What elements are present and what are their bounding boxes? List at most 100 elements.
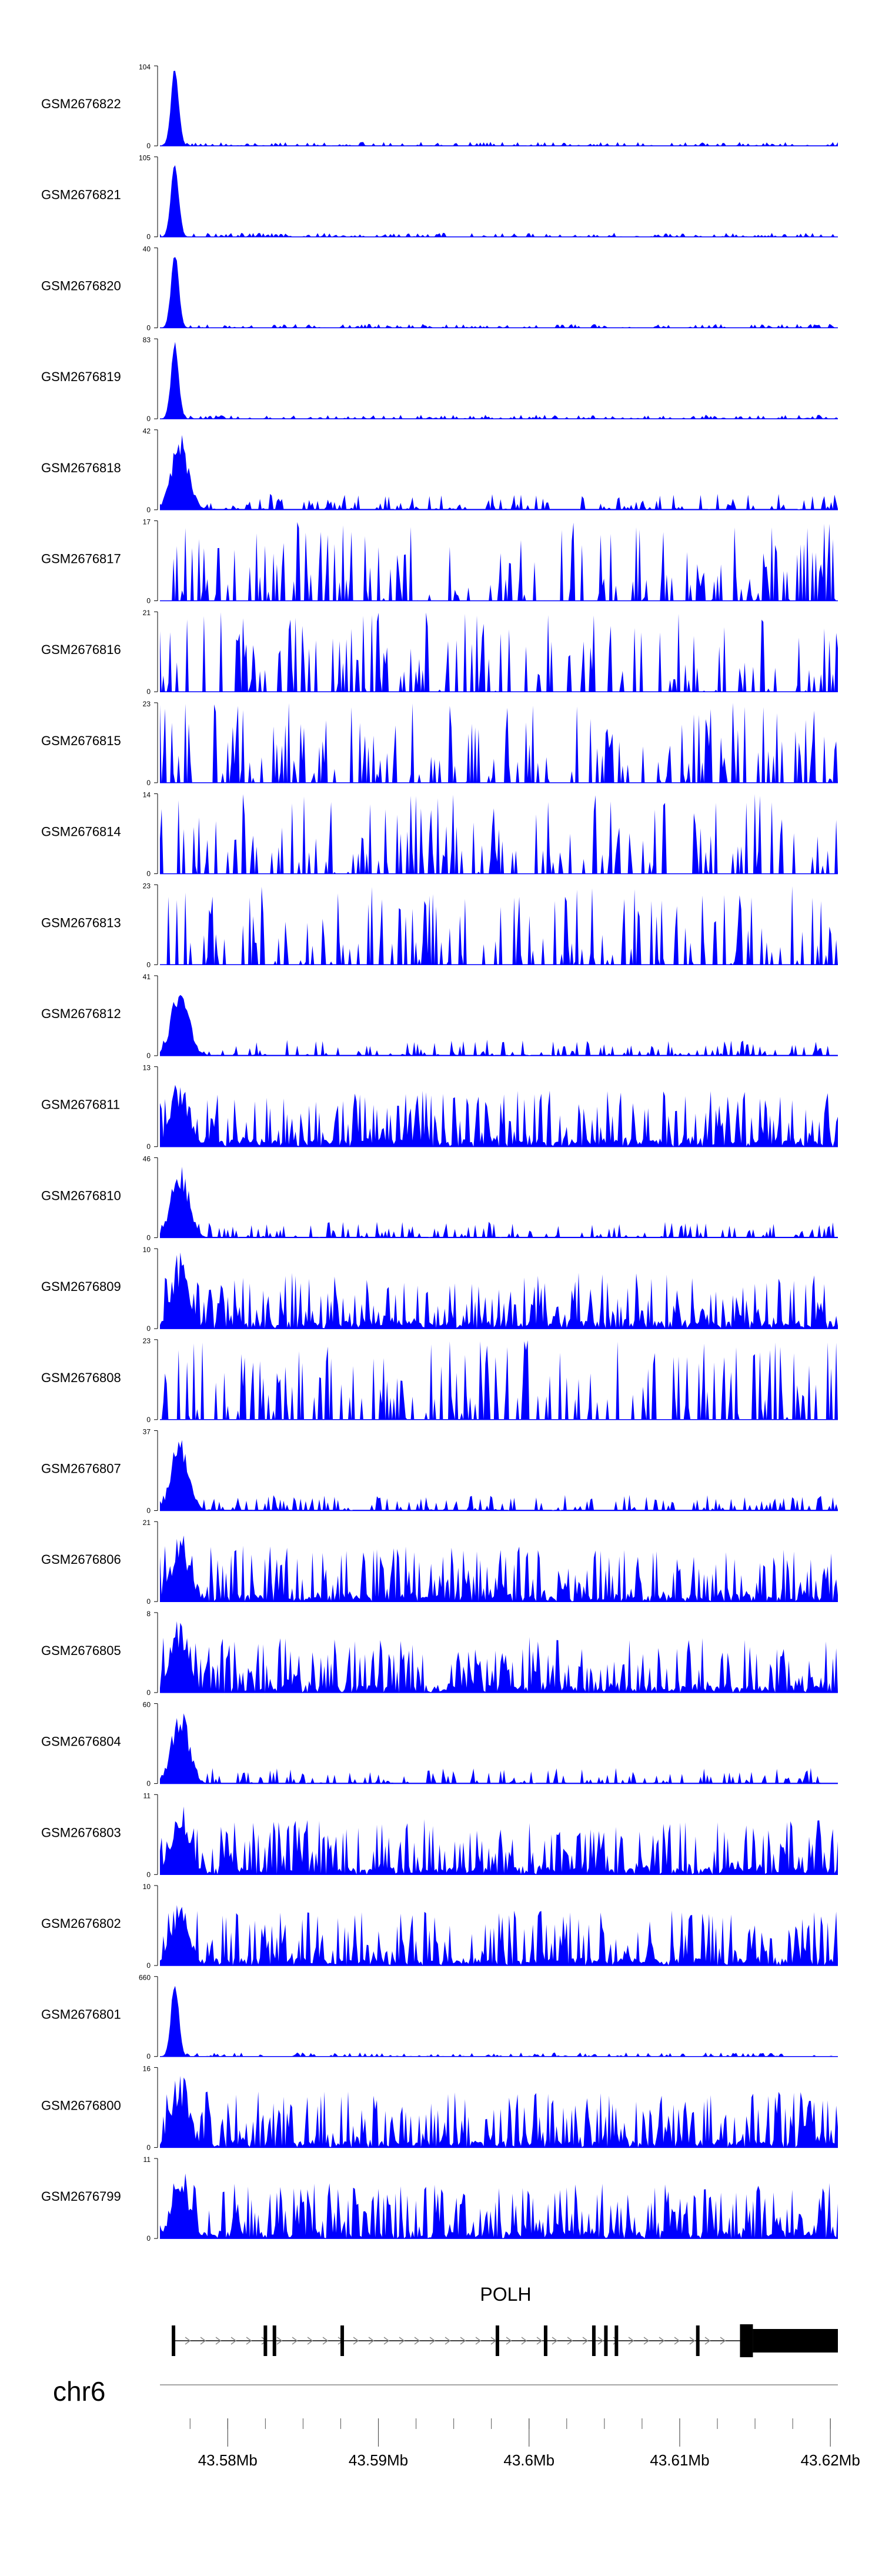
y-min-label: 0 [146, 1233, 151, 1242]
strand-arrow [276, 2337, 283, 2345]
track-label: GSM2676800 [41, 2098, 121, 2113]
track-GSM2676801: GSM2676801 660 0 [41, 1974, 838, 2061]
track-label: GSM2676821 [41, 188, 121, 202]
track-label: GSM2676799 [41, 2189, 121, 2204]
track-label: GSM2676805 [41, 1643, 121, 1658]
y-max-label: 23 [143, 700, 151, 708]
strand-arrow [445, 2337, 451, 2345]
strand-arrow [521, 2337, 527, 2345]
exon [172, 2325, 176, 2356]
track-GSM2676799: GSM2676799 11 0 [41, 2155, 838, 2243]
tick-label: 43.59Mb [349, 2451, 408, 2469]
track-GSM2676816: GSM2676816 21 0 [41, 609, 838, 696]
y-max-label: 11 [143, 1791, 151, 1800]
strand-arrow [536, 2337, 543, 2345]
exon [263, 2325, 268, 2356]
strand-arrow [704, 2337, 711, 2345]
gene-name-label: POLH [480, 2284, 531, 2305]
strand-arrow [200, 2337, 206, 2345]
track-label: GSM2676813 [41, 915, 121, 930]
signal-area [160, 1713, 838, 1784]
signal-area [160, 1535, 838, 1602]
track-label: GSM2676810 [41, 1188, 121, 1203]
strand-arrow [506, 2337, 512, 2345]
strand-arrow [429, 2337, 436, 2345]
y-min-label: 0 [146, 1870, 151, 1878]
track-GSM2676812: GSM2676812 41 0 [41, 973, 838, 1060]
y-max-label: 10 [143, 1883, 151, 1891]
signal-area [160, 1905, 838, 1966]
strand-arrow [292, 2337, 298, 2345]
y-min-label: 0 [146, 2053, 151, 2061]
strand-arrow [353, 2337, 359, 2345]
strand-arrow [597, 2337, 604, 2345]
signal-area [160, 2076, 838, 2148]
exon [696, 2325, 700, 2356]
strand-arrow [230, 2337, 237, 2345]
strand-arrow [720, 2337, 726, 2345]
strand-arrow [567, 2337, 573, 2345]
y-max-label: 11 [143, 2155, 151, 2164]
y-min-label: 0 [146, 1780, 151, 1788]
track-label: GSM2676802 [41, 1916, 121, 1931]
track-label: GSM2676804 [41, 1734, 121, 1749]
track-label: GSM2676820 [41, 278, 121, 293]
track-GSM2676800: GSM2676800 16 0 [41, 2064, 838, 2151]
track-GSM2676804: GSM2676804 60 0 [41, 1701, 838, 1788]
y-max-label: 21 [143, 1519, 151, 1527]
strand-arrow [628, 2337, 634, 2345]
signal-area [160, 995, 838, 1056]
y-min-label: 0 [146, 233, 151, 241]
genomic-axis: chr6 43.58Mb 43.59Mb 43.6Mb 43.61Mb 43.62Mb [53, 2376, 860, 2469]
track-GSM2676820: GSM2676820 40 0 [41, 245, 838, 332]
y-max-label: 14 [143, 791, 151, 799]
y-max-label: 16 [143, 2064, 151, 2073]
track-label: GSM2676809 [41, 1279, 121, 1294]
y-min-label: 0 [146, 1052, 151, 1060]
track-GSM2676809: GSM2676809 10 0 [41, 1246, 838, 1333]
y-min-label: 0 [146, 1324, 151, 1333]
track-label: GSM2676812 [41, 1006, 121, 1021]
track-label: GSM2676816 [41, 642, 121, 657]
y-max-label: 83 [143, 336, 151, 344]
y-min-label: 0 [146, 1507, 151, 1515]
track-GSM2676808: GSM2676808 23 0 [41, 1337, 838, 1424]
y-min-label: 0 [146, 870, 151, 878]
strand-arrow [399, 2337, 405, 2345]
exon [740, 2324, 753, 2357]
signal-area [160, 1621, 838, 1693]
y-max-label: 8 [146, 1610, 151, 1618]
strand-arrow [185, 2337, 191, 2345]
strand-arrow [643, 2337, 650, 2345]
strand-arrow [552, 2337, 558, 2345]
y-max-label: 37 [143, 1428, 151, 1436]
track-GSM2676819: GSM2676819 83 0 [41, 336, 838, 423]
track-GSM2676815: GSM2676815 23 0 [41, 700, 838, 787]
exon [614, 2325, 619, 2356]
track-GSM2676822: GSM2676822 104 0 [41, 63, 838, 150]
track-GSM2676813: GSM2676813 23 0 [41, 882, 838, 969]
signal-area [160, 1986, 838, 2057]
signal-area [160, 1340, 838, 1420]
y-max-label: 660 [139, 1974, 151, 1982]
strand-arrow [659, 2337, 665, 2345]
y-max-label: 42 [143, 427, 151, 435]
track-label: GSM2676807 [41, 1461, 121, 1476]
y-min-label: 0 [146, 323, 151, 332]
track-GSM2676818: GSM2676818 42 0 [41, 427, 838, 514]
track-GSM2676810: GSM2676810 46 0 [41, 1154, 838, 1242]
utr-block [753, 2329, 838, 2353]
y-max-label: 105 [139, 154, 151, 162]
signal-area [160, 794, 838, 874]
tick-label: 43.6Mb [503, 2451, 554, 2469]
strand-arrow [215, 2337, 222, 2345]
y-max-label: 13 [143, 1064, 151, 1072]
track-GSM2676814: GSM2676814 14 0 [41, 791, 838, 878]
strand-arrow [674, 2337, 680, 2345]
track-label: GSM2676814 [41, 825, 121, 839]
signal-area [160, 1085, 838, 1147]
strand-arrow [475, 2337, 482, 2345]
y-max-label: 46 [143, 1154, 151, 1163]
track-GSM2676803: GSM2676803 11 0 [41, 1791, 838, 1878]
